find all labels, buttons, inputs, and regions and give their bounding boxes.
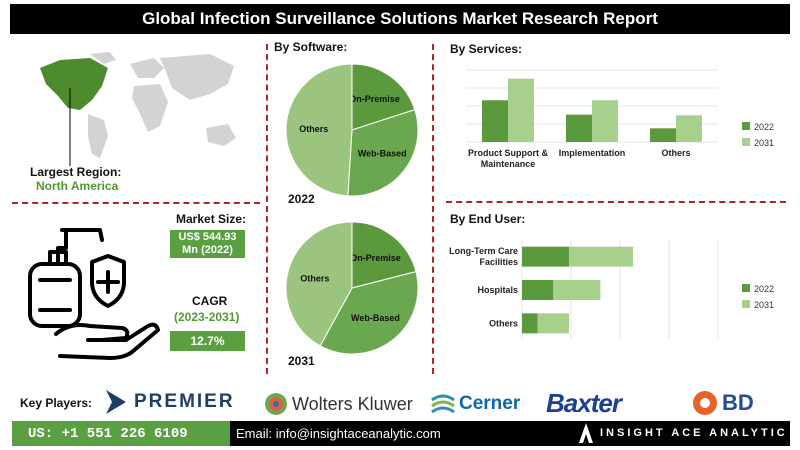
premier-logo: PREMIER bbox=[104, 388, 235, 416]
end-user-category-label-0: Long-Term Care bbox=[449, 246, 518, 256]
baxter-logo: Baxter bbox=[546, 388, 622, 418]
end-user-category-label-2: Others bbox=[489, 318, 518, 328]
pie-2022-label-others: Others bbox=[299, 124, 328, 134]
cagr-label: CAGR bbox=[192, 294, 228, 308]
pie-2031-slice-web-based bbox=[319, 270, 419, 355]
pie-2022-slice-others bbox=[285, 63, 353, 197]
software-title: By Software: bbox=[274, 40, 348, 54]
services-bar-2031-0 bbox=[508, 78, 534, 142]
market-size-line2: Mn (2022) bbox=[182, 244, 233, 256]
insight-ace-icon bbox=[579, 423, 593, 443]
end-user-legend-swatch-2022 bbox=[742, 284, 750, 292]
services-bar-2031-1 bbox=[592, 100, 618, 142]
map-africa bbox=[132, 84, 168, 132]
wolters-kluwer-icon bbox=[265, 393, 287, 415]
services-bar-chart: Product Support &Maintenance Implementati… bbox=[466, 69, 774, 169]
services-category-label-0: Maintenance bbox=[481, 159, 536, 169]
end-user-category-label-0: Facilities bbox=[479, 257, 518, 267]
footer-phone: US: +1 551 226 6109 bbox=[12, 421, 230, 446]
cagr-period: (2023-2031) bbox=[174, 310, 240, 324]
map-asia bbox=[160, 54, 234, 100]
cerner-icon bbox=[431, 394, 455, 414]
end-user-legend-label-2022: 2022 bbox=[754, 284, 774, 294]
pie-2031-slice-others bbox=[285, 221, 353, 347]
premier-icon bbox=[106, 390, 126, 414]
services-category-label-2: Others bbox=[661, 148, 690, 158]
services-legend-swatch-2031 bbox=[742, 138, 750, 146]
divider-right-h bbox=[446, 201, 786, 203]
region-value: North America bbox=[36, 179, 119, 193]
bd-icon bbox=[693, 391, 717, 415]
software-pie-2022: On-Premise Web-Based Others bbox=[285, 63, 419, 197]
footer-email[interactable]: Email: info@insightaceanalytic.com bbox=[236, 426, 441, 441]
pie-2031-label-on-premise: On-Premise bbox=[350, 253, 401, 263]
cerner-logo: Cerner bbox=[430, 392, 520, 416]
software-pie-2031: On-Premise Web-Based Others bbox=[285, 221, 419, 355]
end-user-bar-2031-0 bbox=[569, 246, 634, 267]
map-australia bbox=[206, 124, 236, 146]
services-bar-2022-0 bbox=[482, 100, 508, 142]
pie-2022-slice-web-based bbox=[347, 108, 419, 197]
map-greenland bbox=[90, 52, 116, 64]
premier-name: PREMIER bbox=[134, 391, 235, 412]
services-bar-2031-2 bbox=[676, 115, 702, 142]
services-category-label-1: Implementation bbox=[559, 148, 626, 158]
footer-brand-name: INSIGHT ACE ANALYTIC bbox=[600, 427, 788, 439]
services-bar-2022-2 bbox=[650, 128, 676, 142]
map-europe bbox=[130, 58, 164, 78]
pie-2031-label-others: Others bbox=[300, 273, 329, 283]
end-user-bar-2022-0 bbox=[522, 246, 570, 267]
cagr-value: 12.7% bbox=[170, 331, 245, 351]
market-size-label: Market Size: bbox=[176, 212, 247, 226]
region-label: Largest Region: bbox=[30, 165, 122, 179]
footer-contact-bar: Email: info@insightaceanalytic.com bbox=[230, 421, 790, 446]
end-user-title: By End User: bbox=[450, 212, 526, 226]
services-legend-label-2031: 2031 bbox=[754, 138, 774, 148]
bd-name: BD bbox=[722, 390, 754, 415]
wolters-kluwer-name: Wolters Kluwer bbox=[292, 393, 413, 414]
end-user-bar-2022-2 bbox=[522, 313, 538, 334]
market-size-value: US$ 544.93 Mn (2022) bbox=[170, 230, 245, 258]
end-user-category-label-1: Hospitals bbox=[477, 285, 518, 295]
page-title: Global Infection Surveillance Solutions … bbox=[10, 4, 790, 34]
pie-2022-label-web-based: Web-Based bbox=[358, 148, 407, 158]
end-user-legend-swatch-2031 bbox=[742, 300, 750, 308]
services-title: By Services: bbox=[450, 42, 523, 56]
pie-2031-label-web-based: Web-Based bbox=[351, 313, 400, 323]
map-north-america bbox=[40, 58, 108, 110]
bd-logo: BD bbox=[692, 390, 754, 416]
map-south-america bbox=[88, 114, 108, 158]
pie-2031-slice-on-premise bbox=[351, 221, 417, 289]
divider-left-h bbox=[12, 202, 260, 204]
footer-brand: INSIGHT ACE ANALYTIC bbox=[578, 422, 788, 444]
services-legend-label-2022: 2022 bbox=[754, 122, 774, 132]
pie-2022-label-on-premise: On-Premise bbox=[349, 94, 400, 104]
software-year-2022: 2022 bbox=[288, 192, 315, 206]
end-user-bar-2031-1 bbox=[553, 280, 601, 300]
pie-2022-slice-on-premise bbox=[351, 63, 416, 131]
world-map bbox=[40, 52, 236, 166]
end-user-bar-2031-2 bbox=[537, 313, 570, 334]
key-players-label: Key Players: bbox=[20, 396, 93, 410]
services-category-label-0: Product Support & bbox=[468, 148, 548, 158]
software-year-2031: 2031 bbox=[288, 354, 315, 368]
wolters-kluwer-logo: Wolters Kluwer bbox=[264, 392, 413, 416]
end-user-bar-2022-1 bbox=[522, 280, 554, 300]
services-bar-2022-1 bbox=[566, 114, 592, 142]
end-user-legend-label-2031: 2031 bbox=[754, 300, 774, 310]
services-legend-swatch-2022 bbox=[742, 122, 750, 130]
divider-right bbox=[432, 44, 434, 374]
market-size-line1: US$ 544.93 bbox=[178, 231, 237, 243]
cerner-name: Cerner bbox=[459, 393, 521, 414]
hand-sanitizer-icon bbox=[28, 228, 160, 360]
divider-left bbox=[266, 44, 268, 374]
